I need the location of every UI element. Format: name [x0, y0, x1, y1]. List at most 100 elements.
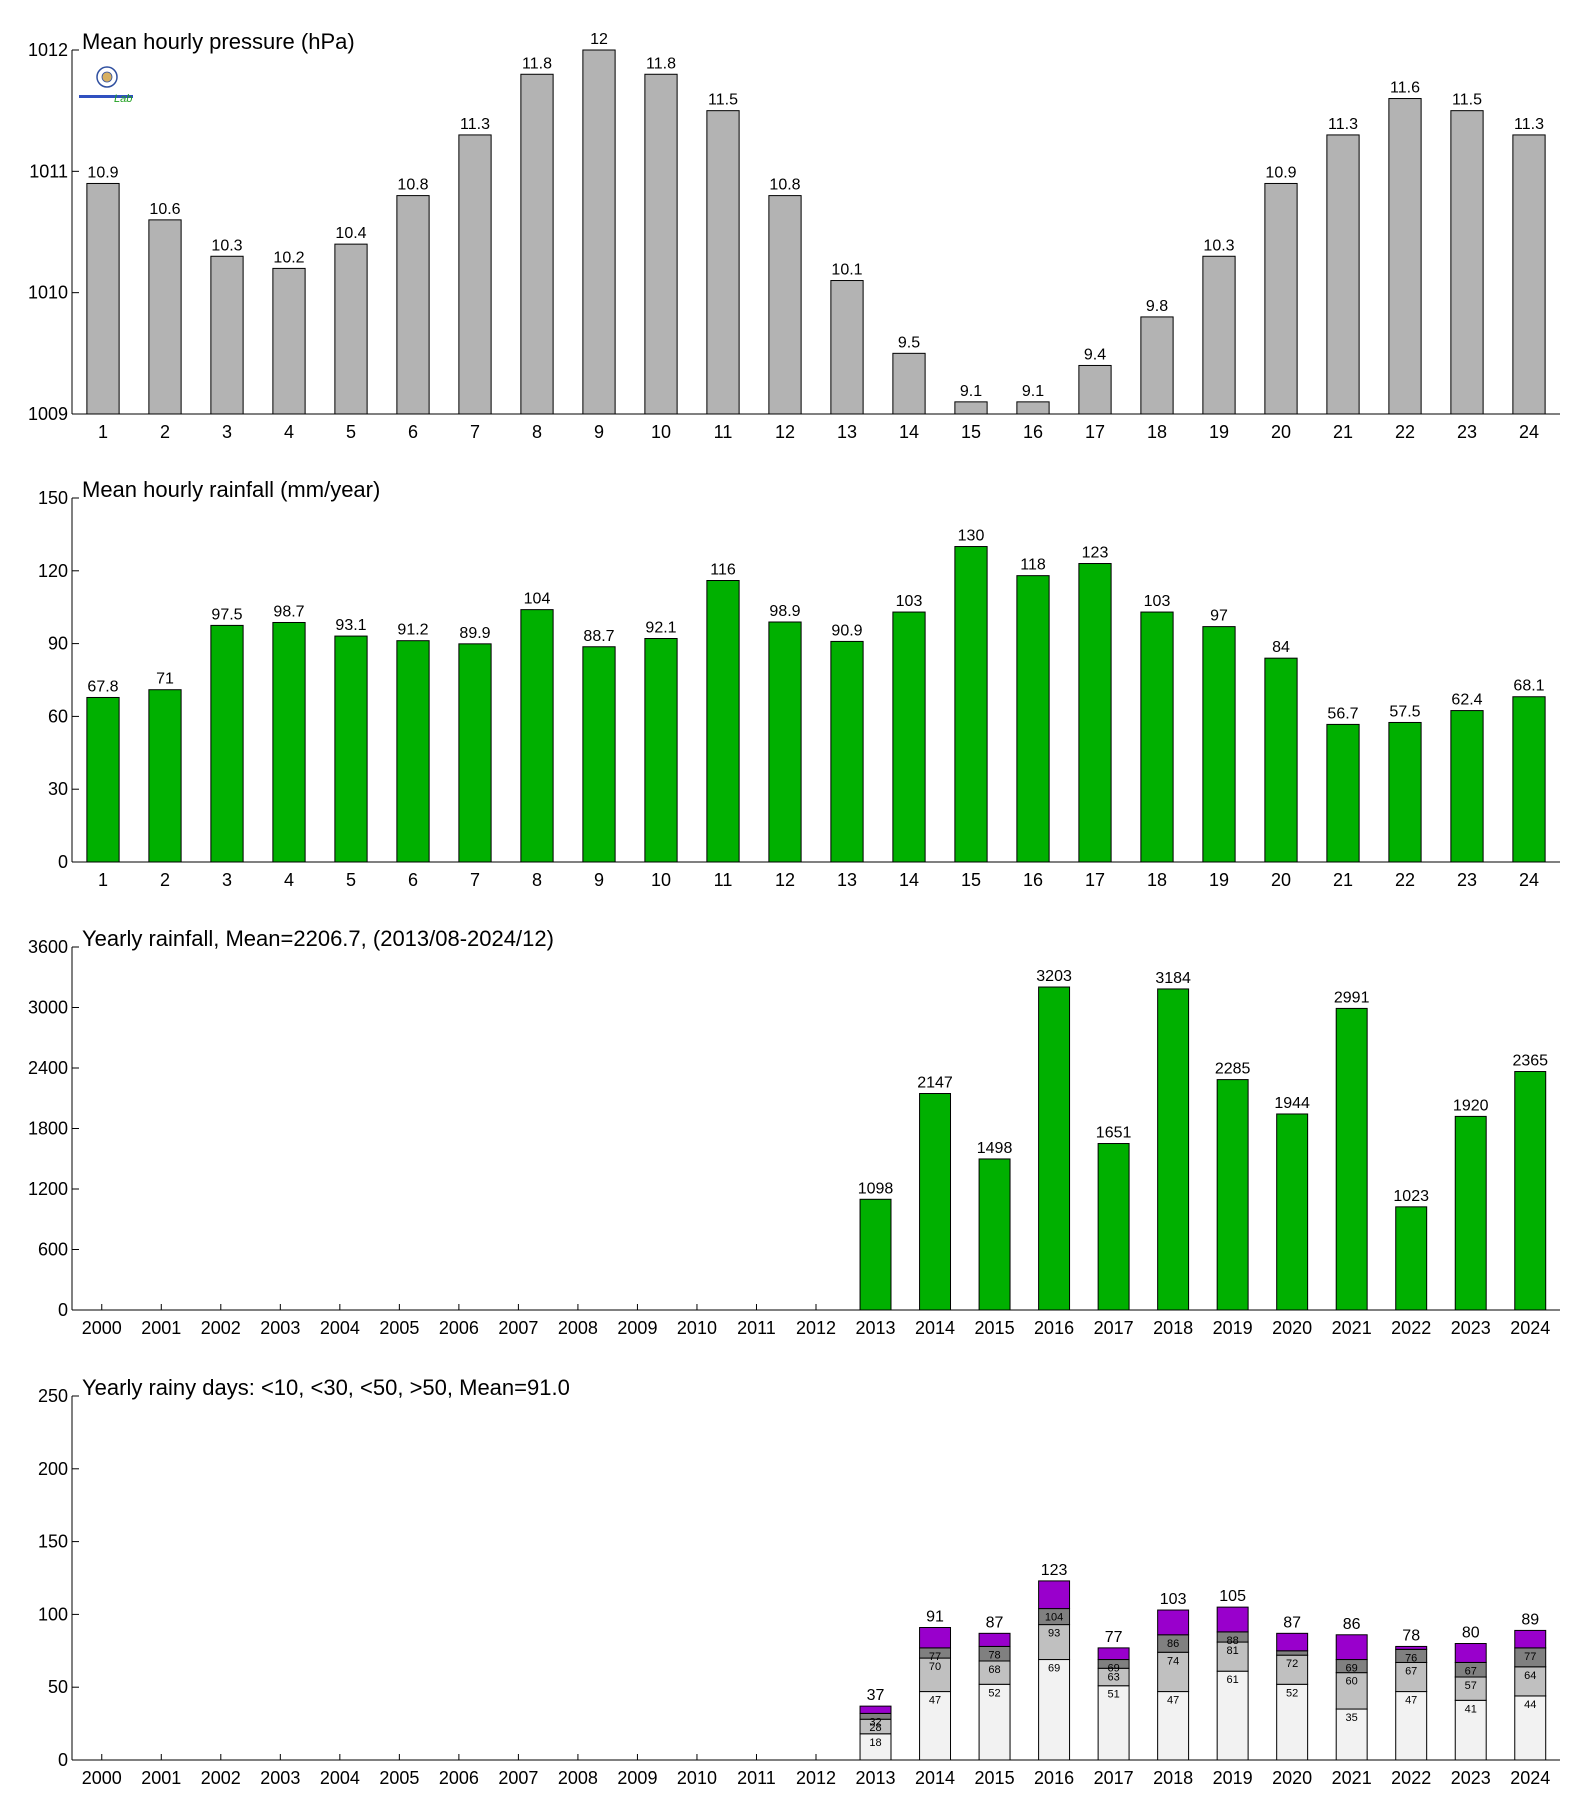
rainy_days-x-tick-label: 2016 — [1034, 1768, 1074, 1788]
rainy_days-x-tick-label: 2001 — [141, 1768, 181, 1788]
hourly_rain-data-label: 103 — [896, 593, 923, 610]
rainy_days-segment-label: 93 — [1048, 1628, 1060, 1640]
hourly_rain-data-label: 88.7 — [583, 628, 614, 645]
pressure-x-tick-label: 7 — [470, 422, 480, 442]
rainy_days-segment-1 — [1514, 1666, 1547, 1697]
rainy_days-total-label: 103 — [1160, 1591, 1187, 1608]
hourly_rain-x-tick-label: 19 — [1209, 870, 1229, 890]
rainy_days-segment-3 — [1276, 1632, 1309, 1652]
pressure-x-tick-label: 8 — [532, 422, 542, 442]
pressure-y-tick-label: 1012 — [28, 40, 68, 60]
rainy_days-segment-label: 72 — [1286, 1658, 1298, 1670]
pressure-data-label: 9.4 — [1084, 346, 1106, 363]
hourly_rain-data-label: 91.2 — [397, 622, 428, 639]
rainy_days-segment-label: 69 — [1048, 1663, 1060, 1675]
pressure-y-tick-label: 1011 — [29, 161, 68, 181]
hourly_rain-bar — [1016, 575, 1050, 863]
yearly_rain-x-tick-label: 2020 — [1272, 1318, 1312, 1338]
hourly_rain-data-label: 104 — [524, 591, 551, 608]
pressure-bar — [1326, 134, 1360, 415]
pressure-bar — [1140, 316, 1174, 415]
hourly_rain-data-label: 71 — [156, 671, 174, 688]
yearly_rain-data-label: 3203 — [1036, 968, 1072, 985]
hourly_rain-data-label: 68.1 — [1513, 678, 1544, 695]
rainy_days-segment-label: 60 — [1346, 1676, 1358, 1688]
lab-logo: Lab — [79, 66, 133, 105]
hourly_rain-x-tick-label: 11 — [714, 870, 733, 890]
pressure-bar — [1202, 255, 1236, 415]
rainy_days-segment-label: 47 — [929, 1695, 941, 1707]
rainy_days-segment-0 — [1157, 1691, 1190, 1761]
rainy_days-x-tick-label: 2005 — [379, 1768, 419, 1788]
lab-seal-inner — [101, 71, 113, 83]
hourly_rain-x-tick-label: 23 — [1457, 870, 1477, 890]
pressure-x-tick-label: 4 — [284, 422, 294, 442]
rainy_days-total-label: 80 — [1462, 1625, 1480, 1642]
rainy_days-x-tick-label: 2000 — [82, 1768, 122, 1788]
pressure-x-tick-label: 18 — [1147, 422, 1167, 442]
hourly_rain-x-tick-label: 2 — [160, 870, 170, 890]
hourly_rain-x-tick-label: 7 — [470, 870, 480, 890]
hourly_rain-bar — [334, 635, 368, 863]
rainy_days-segment-label: 70 — [929, 1661, 941, 1673]
pressure-data-label: 10.1 — [831, 262, 862, 279]
pressure-data-label: 11.3 — [1514, 116, 1544, 133]
hourly_rain-bar — [520, 609, 554, 863]
rainy_days-y-tick-label: 0 — [58, 1750, 68, 1770]
rainy_days-total-label: 78 — [1402, 1627, 1420, 1644]
rainy_days-total-label: 105 — [1219, 1588, 1246, 1605]
pressure-bar — [1450, 110, 1484, 415]
rainy_days-segment-label: 69 — [1346, 1663, 1358, 1675]
hourly_rain-bar — [768, 621, 802, 863]
rainy_days-segment-label: 52 — [1286, 1687, 1298, 1699]
pressure-x-tick-label: 1 — [98, 422, 108, 442]
pressure-bar — [582, 49, 616, 415]
yearly_rain-x-tick-label: 2006 — [439, 1318, 479, 1338]
yearly_rain-data-label: 3184 — [1155, 970, 1191, 987]
hourly_rain-x-tick-label: 10 — [651, 870, 671, 890]
pressure-data-label: 9.8 — [1146, 298, 1168, 315]
pressure-title: Mean hourly pressure (hPa) — [82, 29, 355, 54]
hourly_rain-x-tick-label: 3 — [222, 870, 232, 890]
rainy_days-segment-label: 18 — [869, 1737, 881, 1749]
hourly_rain-bar — [706, 580, 740, 863]
pressure-data-label: 10.3 — [211, 237, 242, 254]
rainy_days-total-label: 37 — [867, 1687, 885, 1704]
yearly_rain-bar — [919, 1093, 952, 1311]
rainy_days-y-tick-label: 200 — [38, 1459, 68, 1479]
pressure-bar — [396, 195, 430, 415]
pressure-bar — [954, 401, 988, 415]
rainy_days-segment-label: 77 — [1524, 1651, 1536, 1663]
rainy_days-x-tick-label: 2023 — [1451, 1768, 1491, 1788]
pressure-bar — [1388, 98, 1422, 415]
hourly_rain-data-label: 93.1 — [335, 617, 366, 634]
pressure-x-tick-label: 14 — [899, 422, 919, 442]
yearly_rain-title: Yearly rainfall, Mean=2206.7, (2013/08-2… — [82, 926, 554, 951]
yearly_rain-x-tick-label: 2012 — [796, 1318, 836, 1338]
yearly_rain-bar — [1276, 1113, 1309, 1311]
rainy_days-segment-0 — [1276, 1683, 1309, 1761]
pressure-bar — [520, 73, 554, 415]
pressure-x-tick-label: 9 — [594, 422, 604, 442]
rainy_days-segment-3 — [1097, 1647, 1130, 1661]
rainy_days-x-tick-label: 2022 — [1391, 1768, 1431, 1788]
hourly_rain-x-tick-label: 21 — [1333, 870, 1353, 890]
rainy_days-segment-3 — [1157, 1609, 1190, 1636]
rainy_days-segment-3 — [1038, 1580, 1071, 1610]
pressure-data-label: 10.8 — [397, 177, 428, 194]
rainy_days-segment-label: 81 — [1227, 1645, 1239, 1657]
pressure-bar — [272, 267, 306, 415]
yearly_rain-x-tick-label: 2019 — [1213, 1318, 1253, 1338]
hourly_rain-x-tick-label: 14 — [899, 870, 919, 890]
pressure-y-tick-label: 1010 — [28, 283, 68, 303]
pressure-x-tick-label: 21 — [1333, 422, 1353, 442]
yearly_rain-bar — [1454, 1115, 1487, 1311]
yearly_rain-x-tick-label: 2008 — [558, 1318, 598, 1338]
hourly_rain-bar — [1512, 696, 1546, 863]
rainy_days-segment-label: 86 — [1167, 1638, 1179, 1650]
rainy_days-x-tick-label: 2003 — [260, 1768, 300, 1788]
yearly_rain-data-label: 1944 — [1274, 1095, 1310, 1112]
yearly_rain-x-tick-label: 2004 — [320, 1318, 360, 1338]
hourly_rain-data-label: 97 — [1210, 608, 1228, 625]
pressure-bar — [1512, 134, 1546, 415]
